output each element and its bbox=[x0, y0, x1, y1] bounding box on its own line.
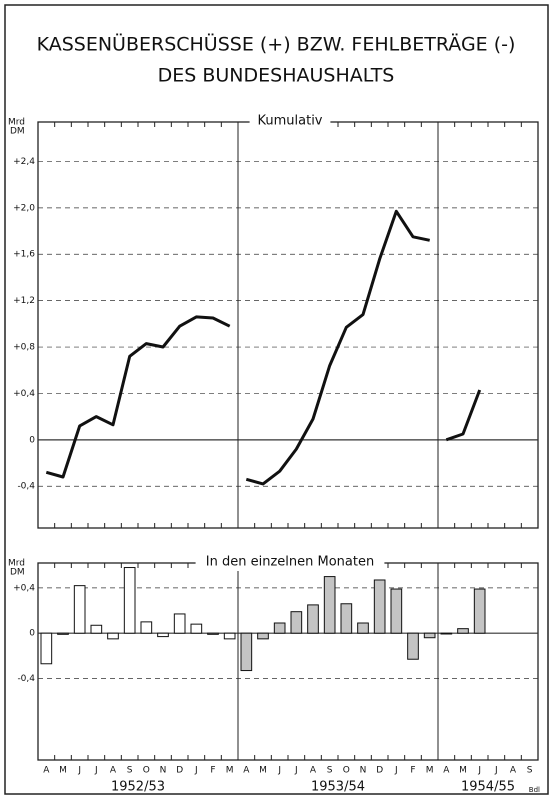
bar bbox=[473, 588, 486, 634]
bar bbox=[273, 622, 286, 634]
x-tick-label: N bbox=[160, 766, 167, 776]
bar bbox=[223, 632, 236, 640]
bar bbox=[423, 632, 436, 639]
bar bbox=[207, 632, 219, 635]
x-tick-label: J bbox=[194, 766, 198, 776]
bar bbox=[323, 576, 336, 634]
title-line: DES BUNDESHAUSHALTS bbox=[158, 65, 395, 87]
line bbox=[245, 209, 431, 486]
panel-title: Kumulativ bbox=[258, 114, 323, 129]
bar bbox=[240, 632, 253, 672]
bar bbox=[457, 628, 469, 634]
title-gap bbox=[195, 555, 385, 571]
bar bbox=[407, 632, 419, 660]
x-tick-label: A bbox=[310, 766, 317, 776]
bar bbox=[190, 623, 203, 634]
y-tick-label: 0 bbox=[29, 629, 35, 639]
bar bbox=[157, 632, 169, 638]
x-tick-label: M bbox=[59, 766, 67, 776]
x-tick-label: J bbox=[477, 766, 481, 776]
y-tick-label: +0,4 bbox=[13, 583, 35, 593]
credit: Bdl bbox=[529, 786, 540, 794]
bar bbox=[307, 604, 319, 634]
x-tick-label: J bbox=[294, 766, 298, 776]
x-tick-label: J bbox=[494, 766, 498, 776]
year-label: 1952/53 bbox=[111, 780, 165, 795]
x-tick-label: S bbox=[127, 766, 133, 776]
bar bbox=[107, 632, 119, 640]
bar bbox=[140, 621, 153, 634]
year-label: 1954/55 bbox=[461, 780, 515, 795]
x-tick-label: D bbox=[176, 766, 183, 776]
y-tick-label: +1,6 bbox=[13, 250, 35, 260]
y-unit: Mrd bbox=[8, 118, 25, 128]
x-tick-label: J bbox=[277, 766, 281, 776]
x-tick-label: S bbox=[327, 766, 333, 776]
line bbox=[45, 315, 231, 479]
x-tick-label: M bbox=[259, 766, 267, 776]
bar bbox=[257, 632, 269, 640]
y-unit: Mrd bbox=[8, 559, 25, 569]
line bbox=[445, 389, 482, 442]
panel-title: In den einzelnen Monaten bbox=[206, 555, 374, 570]
y-tick-label: +0,4 bbox=[13, 389, 35, 399]
x-tick-label: F bbox=[410, 766, 415, 776]
bar bbox=[123, 567, 136, 634]
x-tick-label: S bbox=[527, 766, 533, 776]
x-tick-label: A bbox=[510, 766, 517, 776]
y-tick-label: 0 bbox=[29, 435, 35, 445]
x-tick-label: A bbox=[43, 766, 50, 776]
y-tick-label: -0,4 bbox=[17, 674, 35, 684]
bar bbox=[40, 632, 53, 665]
y-tick-label: +2,4 bbox=[13, 157, 35, 167]
bar bbox=[440, 632, 453, 635]
x-tick-label: J bbox=[394, 766, 398, 776]
x-tick-label: M bbox=[226, 766, 234, 776]
y-tick-label: +0,8 bbox=[13, 343, 35, 353]
bar bbox=[340, 603, 353, 634]
year-label: 1953/54 bbox=[311, 780, 365, 795]
x-tick-label: N bbox=[360, 766, 367, 776]
bar bbox=[290, 611, 303, 634]
x-tick-label: A bbox=[243, 766, 250, 776]
y-tick-label: +2,0 bbox=[13, 203, 35, 213]
y-tick-label: +1,2 bbox=[13, 296, 35, 306]
y-unit: DM bbox=[10, 568, 25, 578]
x-tick-label: F bbox=[210, 766, 215, 776]
bar bbox=[57, 632, 69, 635]
bar bbox=[73, 585, 86, 634]
plot-frame bbox=[37, 562, 539, 761]
bar bbox=[373, 579, 386, 634]
x-tick-label: J bbox=[94, 766, 98, 776]
y-unit: DM bbox=[10, 127, 25, 137]
y-tick-label: -0,4 bbox=[17, 482, 35, 492]
x-tick-label: O bbox=[343, 766, 350, 776]
x-tick-label: M bbox=[459, 766, 467, 776]
x-tick-label: A bbox=[110, 766, 117, 776]
x-tick-label: A bbox=[443, 766, 450, 776]
bar bbox=[357, 622, 369, 634]
x-tick-label: M bbox=[426, 766, 434, 776]
frame bbox=[4, 4, 549, 795]
plot-frame bbox=[37, 121, 539, 529]
x-tick-label: O bbox=[143, 766, 150, 776]
bar bbox=[390, 588, 403, 634]
x-tick-label: J bbox=[77, 766, 81, 776]
bar bbox=[173, 613, 186, 634]
title-line: KASSENÜBERSCHÜSSE (+) BZW. FEHLBETRÄGE (… bbox=[37, 33, 516, 56]
x-tick-label: D bbox=[376, 766, 383, 776]
title-gap bbox=[249, 114, 331, 130]
bar bbox=[90, 624, 103, 634]
